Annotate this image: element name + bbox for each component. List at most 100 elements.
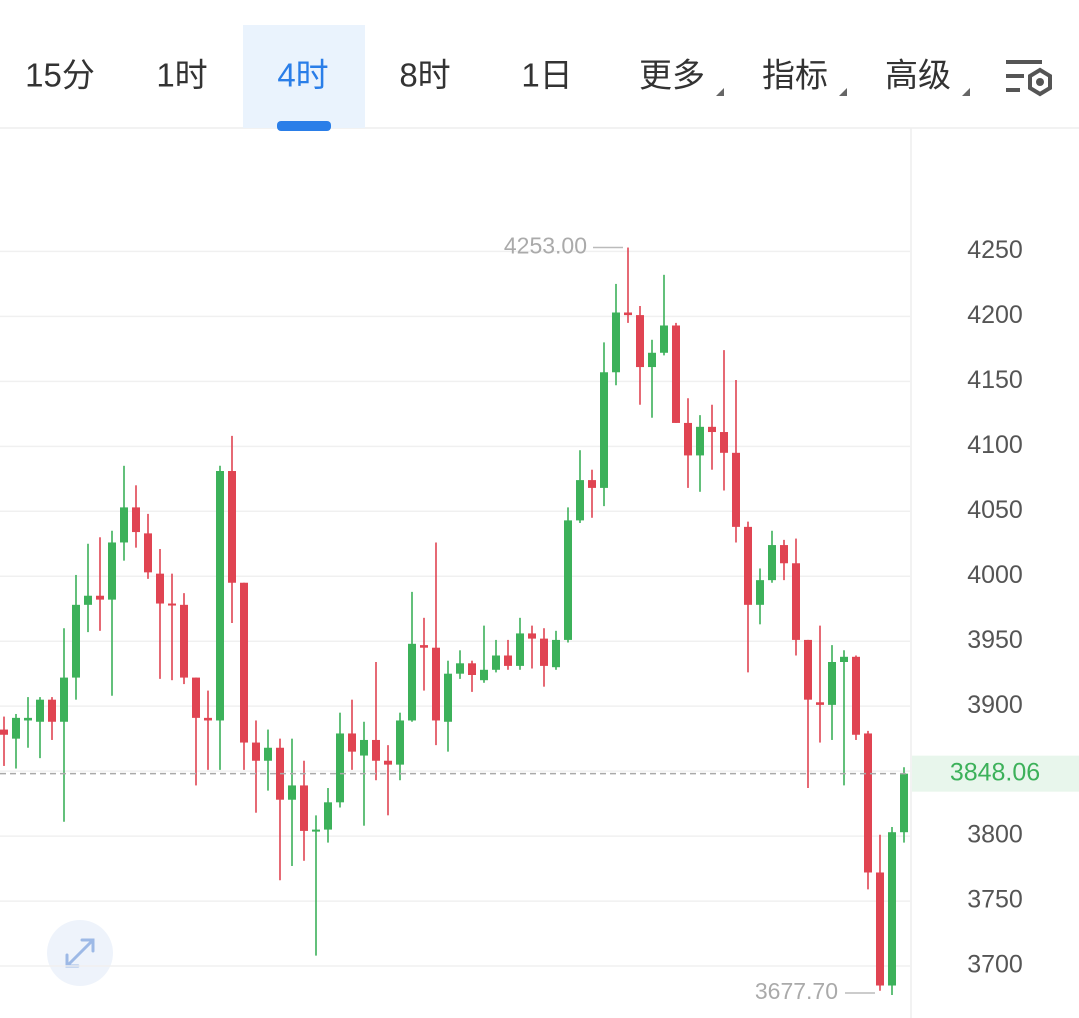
candle-body	[432, 647, 440, 721]
candle-body	[264, 747, 272, 761]
candle-body	[216, 471, 224, 721]
candle-body	[348, 733, 356, 752]
candle-body	[792, 563, 800, 640]
y-tick-label: 4000	[967, 561, 1023, 589]
candle-body	[288, 785, 296, 800]
active-tab-bg	[243, 25, 365, 128]
candle-body	[840, 656, 848, 662]
candle-body	[156, 573, 164, 604]
candle-body	[372, 739, 380, 761]
candle-body	[408, 643, 416, 721]
candle-body	[396, 720, 404, 765]
y-tick-label: 3800	[967, 821, 1023, 849]
y-tick-label: 4250	[967, 236, 1023, 264]
candle-body	[444, 673, 452, 722]
candle-body	[108, 542, 116, 600]
y-tick-label: 3900	[967, 691, 1023, 719]
candle-body	[504, 655, 512, 666]
dropdown-caret	[716, 88, 724, 96]
candle-body	[804, 639, 812, 700]
y-tick-label: 3950	[967, 626, 1023, 654]
candle-body	[516, 633, 524, 666]
candle-body	[552, 639, 560, 668]
candle-body	[612, 312, 620, 373]
candle-body	[576, 480, 584, 521]
candle-body	[336, 733, 344, 803]
candle-body	[12, 717, 20, 739]
settings-icon[interactable]	[1006, 60, 1052, 97]
candle-body	[192, 677, 200, 718]
candle-body	[456, 663, 464, 674]
candle-body	[252, 742, 260, 761]
candle-body	[528, 633, 536, 639]
candle-body	[864, 733, 872, 873]
expand-button[interactable]	[47, 920, 113, 986]
candle-body	[636, 315, 644, 368]
candle-body	[84, 595, 92, 605]
candle-body	[708, 426, 716, 433]
y-tick-label: 3700	[967, 951, 1023, 979]
candle-body	[732, 452, 740, 527]
candle-body	[624, 312, 632, 316]
tab[interactable]: 15分	[25, 57, 95, 94]
last-price-box	[912, 755, 1079, 792]
candle-body	[696, 426, 704, 456]
dropdown-caret	[962, 88, 970, 96]
candle-body	[60, 677, 68, 722]
candle-body	[600, 372, 608, 488]
candle-body	[540, 638, 548, 666]
candle-body	[660, 325, 668, 353]
tab[interactable]: 更多	[639, 57, 705, 94]
candle-body	[720, 432, 728, 453]
tab[interactable]: 指标	[762, 57, 828, 94]
y-tick-label: 4100	[967, 431, 1023, 459]
candle-body	[132, 507, 140, 533]
candle-body	[72, 604, 80, 678]
candle-body	[684, 422, 692, 456]
candle-body	[492, 655, 500, 670]
candle-body	[876, 872, 884, 986]
candle-body	[48, 699, 56, 722]
y-tick-label: 4050	[967, 496, 1023, 524]
tab[interactable]: 1时	[156, 57, 207, 94]
tab[interactable]: 4时	[277, 57, 328, 94]
active-tab-indicator	[277, 121, 331, 131]
candle-body	[816, 702, 824, 705]
candle-body	[480, 669, 488, 681]
high-annotation: 4253.00	[504, 233, 587, 259]
low-annotation: 3677.70	[755, 978, 838, 1004]
candle-body	[96, 595, 104, 600]
candle-body	[564, 520, 572, 640]
tab[interactable]: 高级	[885, 57, 951, 94]
candle-body	[828, 662, 836, 705]
candle-body	[144, 533, 152, 573]
candle-body	[240, 582, 248, 743]
last-price-label: 3848.06	[950, 758, 1040, 786]
y-tick-label: 4200	[967, 301, 1023, 329]
candle-body	[204, 717, 212, 721]
candle-body	[312, 829, 320, 832]
candle-body	[180, 604, 188, 678]
candle-body	[228, 471, 236, 583]
candle-body	[24, 717, 32, 721]
y-tick-label: 3750	[967, 886, 1023, 914]
candle-body	[168, 603, 176, 606]
candle-body	[672, 325, 680, 423]
candle-body	[384, 760, 392, 765]
candle-body	[324, 802, 332, 830]
candle-body	[420, 645, 428, 648]
candle-body	[900, 773, 908, 833]
tab[interactable]: 8时	[399, 57, 450, 94]
candle-body	[756, 580, 764, 605]
candle-body	[360, 739, 368, 756]
candle-body	[36, 699, 44, 722]
dropdown-caret	[839, 88, 847, 96]
tab[interactable]: 1日	[521, 57, 572, 94]
y-tick-label: 4150	[967, 366, 1023, 394]
candle-body	[0, 729, 8, 735]
candle-body	[300, 785, 308, 831]
candle-body	[768, 545, 776, 581]
